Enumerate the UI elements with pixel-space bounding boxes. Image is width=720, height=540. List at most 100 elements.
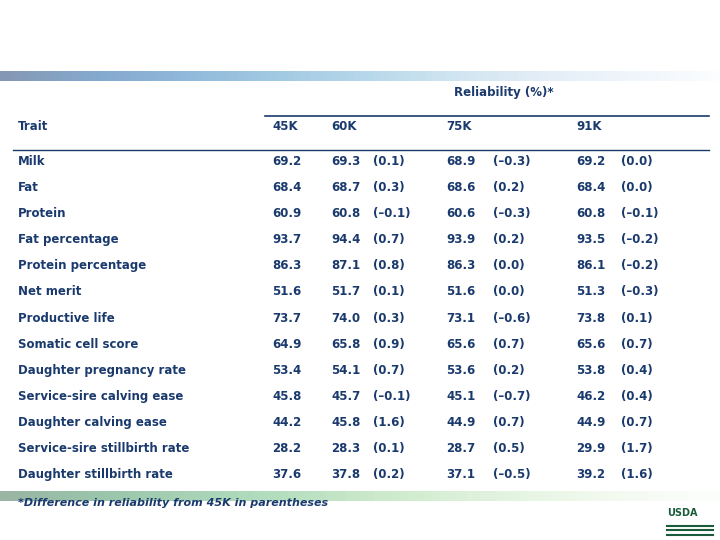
Text: (0.0): (0.0) (621, 155, 652, 168)
Text: 75K: 75K (446, 120, 472, 133)
Text: 65.6: 65.6 (576, 338, 606, 350)
Text: (0.1): (0.1) (621, 312, 652, 325)
Text: Daughter calving ease: Daughter calving ease (18, 416, 167, 429)
Text: 54.1: 54.1 (331, 363, 361, 376)
Text: 37.6: 37.6 (272, 468, 301, 481)
Text: 73.8: 73.8 (576, 312, 605, 325)
Text: 86.1: 86.1 (576, 259, 606, 273)
Text: (0.7): (0.7) (373, 363, 405, 376)
Text: (–0.6): (–0.6) (493, 312, 531, 325)
Text: 53.4: 53.4 (272, 363, 302, 376)
Text: (–0.1): (–0.1) (373, 390, 410, 403)
Text: (0.7): (0.7) (621, 338, 652, 350)
Text: (–0.1): (–0.1) (621, 207, 658, 220)
Text: (0.1): (0.1) (373, 155, 405, 168)
Text: (0.0): (0.0) (493, 286, 525, 299)
Text: 45.1: 45.1 (446, 390, 476, 403)
Text: Fat: Fat (18, 181, 39, 194)
Text: 73.1: 73.1 (446, 312, 475, 325)
Text: (0.3): (0.3) (373, 181, 405, 194)
Text: (0.8): (0.8) (373, 259, 405, 273)
Text: Milk: Milk (18, 155, 45, 168)
Text: (0.2): (0.2) (493, 181, 525, 194)
Text: Protein: Protein (18, 207, 66, 220)
Text: (0.1): (0.1) (373, 286, 405, 299)
Text: (0.7): (0.7) (493, 416, 525, 429)
Text: Wiggans, 2013: Wiggans, 2013 (529, 516, 607, 525)
Text: (0.9): (0.9) (373, 338, 405, 350)
Text: 86.3: 86.3 (446, 259, 476, 273)
Text: (0.0): (0.0) (493, 259, 525, 273)
Text: USDA: USDA (667, 508, 697, 518)
Text: 60K: 60K (331, 120, 356, 133)
Text: (1.7): (1.7) (621, 442, 652, 455)
Text: Service-sire calving ease: Service-sire calving ease (18, 390, 184, 403)
Text: 93.7: 93.7 (272, 233, 301, 246)
Text: (0.3): (0.3) (373, 312, 405, 325)
Text: 28.2: 28.2 (272, 442, 301, 455)
Text: (–0.7): (–0.7) (493, 390, 531, 403)
Text: 86.3: 86.3 (272, 259, 302, 273)
Text: Somatic cell score: Somatic cell score (18, 338, 138, 350)
Text: (–0.2): (–0.2) (621, 259, 658, 273)
Text: 28.3: 28.3 (331, 442, 360, 455)
Text: Evaluation accuracy by included SNPs: Evaluation accuracy by included SNPs (12, 21, 635, 49)
Text: 29.9: 29.9 (576, 442, 606, 455)
Text: 44.9: 44.9 (576, 416, 606, 429)
Text: 68.7: 68.7 (331, 181, 361, 194)
Text: (0.0): (0.0) (621, 181, 652, 194)
Text: 37.8: 37.8 (331, 468, 360, 481)
Text: 44.9: 44.9 (446, 416, 476, 429)
Text: 53.6: 53.6 (446, 363, 476, 376)
Text: 44.2: 44.2 (272, 416, 302, 429)
Text: 74.0: 74.0 (331, 312, 360, 325)
Text: Trait: Trait (18, 120, 48, 133)
Text: Net merit: Net merit (18, 286, 81, 299)
Text: (0.4): (0.4) (621, 363, 652, 376)
Text: (0.7): (0.7) (373, 233, 405, 246)
Text: (–0.3): (–0.3) (621, 286, 658, 299)
Text: 51.3: 51.3 (576, 286, 605, 299)
Text: 51.6: 51.6 (446, 286, 476, 299)
Text: 68.4: 68.4 (576, 181, 606, 194)
Text: 94.4: 94.4 (331, 233, 361, 246)
Text: 60.6: 60.6 (446, 207, 476, 220)
Text: 69.2: 69.2 (272, 155, 302, 168)
Text: Fat percentage: Fat percentage (18, 233, 119, 246)
Text: Daughter pregnancy rate: Daughter pregnancy rate (18, 363, 186, 376)
Text: 45.8: 45.8 (331, 416, 361, 429)
Text: 73.7: 73.7 (272, 312, 301, 325)
Text: (–0.3): (–0.3) (493, 207, 531, 220)
Text: 60.8: 60.8 (331, 207, 361, 220)
Text: (1.6): (1.6) (373, 416, 405, 429)
Text: 45K: 45K (272, 120, 298, 133)
Text: *Difference in reliability from 45K in parentheses: *Difference in reliability from 45K in p… (18, 498, 328, 508)
Text: (0.2): (0.2) (493, 233, 525, 246)
Text: 64.9: 64.9 (272, 338, 302, 350)
Text: (0.7): (0.7) (621, 416, 652, 429)
Text: China Emerging Markets Program Seminar: China Emerging Markets Program Seminar (14, 516, 237, 525)
Text: (0.1): (0.1) (373, 442, 405, 455)
Text: 60.8: 60.8 (576, 207, 606, 220)
Text: 91K: 91K (576, 120, 601, 133)
Text: (0.7): (0.7) (493, 338, 525, 350)
Text: (1.6): (1.6) (621, 468, 652, 481)
Text: Reliability (%)*: Reliability (%)* (454, 85, 554, 98)
Text: (–0.1): (–0.1) (373, 207, 410, 220)
Text: 37.1: 37.1 (446, 468, 475, 481)
Text: Protein percentage: Protein percentage (18, 259, 146, 273)
Text: Daughter stillbirth rate: Daughter stillbirth rate (18, 468, 173, 481)
Text: 60.9: 60.9 (272, 207, 302, 220)
Text: 45.8: 45.8 (272, 390, 302, 403)
Text: Productive life: Productive life (18, 312, 114, 325)
Text: (0.4): (0.4) (621, 390, 652, 403)
Text: (–0.3): (–0.3) (493, 155, 531, 168)
Text: 51.6: 51.6 (272, 286, 302, 299)
Text: (–0.2): (–0.2) (621, 233, 658, 246)
Text: 68.4: 68.4 (272, 181, 302, 194)
Text: 45.7: 45.7 (331, 390, 361, 403)
Text: 93.9: 93.9 (446, 233, 476, 246)
Text: (0.2): (0.2) (493, 363, 525, 376)
Text: 69.3: 69.3 (331, 155, 361, 168)
Text: 65.8: 65.8 (331, 338, 361, 350)
